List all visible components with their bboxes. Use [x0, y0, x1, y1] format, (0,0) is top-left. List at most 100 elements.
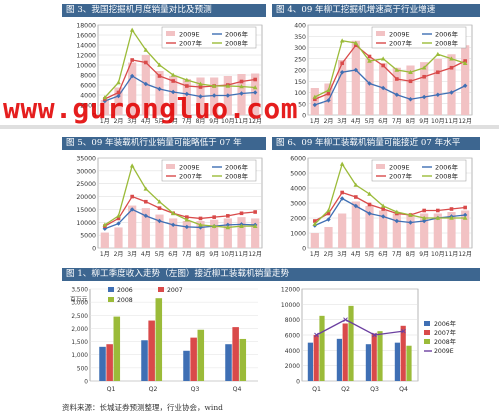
point — [339, 196, 345, 201]
bar-2006年 — [307, 342, 313, 381]
bar-2006 — [99, 346, 106, 381]
bar-2008 — [155, 298, 163, 381]
point — [239, 211, 244, 216]
legend-label: 2006年 — [225, 163, 249, 172]
bar-2006 — [141, 340, 148, 381]
point — [372, 332, 377, 338]
point — [421, 218, 427, 224]
legend-label: 2006 — [117, 287, 133, 294]
series-line-2008年 — [314, 40, 466, 98]
y-tick-label: 2000 — [285, 363, 300, 370]
bar-2007 — [190, 337, 197, 381]
bar-2007年 — [371, 333, 377, 381]
y-tick-label: 200 — [294, 68, 306, 75]
point — [462, 60, 468, 66]
bar-2009e — [114, 87, 123, 115]
legend-label: 2008 — [117, 297, 133, 304]
y-tick-label: 0 — [84, 380, 88, 386]
bar-2009e — [310, 233, 319, 248]
x-tick-label: 2月 — [114, 251, 124, 258]
point — [422, 74, 426, 79]
point — [116, 90, 121, 95]
bar-2009e — [406, 215, 415, 248]
point — [367, 191, 372, 196]
series-line-2008年 — [104, 28, 256, 98]
x-tick-label: Q3 — [370, 386, 379, 393]
point — [252, 90, 258, 95]
bar-2009e — [447, 54, 456, 115]
legend-swatch — [424, 321, 430, 326]
x-tick-label: 5月 — [365, 118, 375, 125]
point — [184, 224, 190, 230]
point — [435, 92, 441, 97]
y-tick-label: 2000 — [80, 103, 96, 110]
point — [380, 85, 386, 91]
x-tick-label: 8月 — [196, 118, 206, 125]
panel-title-fig6: 图 6、09 年柳工装载机销量可能接近 07 年水平 — [272, 137, 480, 150]
point — [157, 199, 162, 204]
source-note: 资料来源：长城证券预测整理，行业协会，wind — [62, 403, 223, 412]
y-tick-label: 500 — [77, 366, 88, 372]
point — [340, 190, 344, 195]
point — [185, 215, 189, 219]
point — [184, 91, 190, 97]
y-tick-label: 1,500 — [71, 340, 88, 346]
y-tick-label: 8000 — [80, 73, 96, 80]
point — [102, 95, 108, 100]
bar-2009e — [351, 40, 360, 115]
legend-swatch — [108, 287, 114, 292]
legend-label: 2009E — [179, 31, 200, 39]
point — [225, 225, 231, 230]
legend-label: 2008年 — [225, 39, 249, 48]
bar-2009e — [420, 213, 429, 248]
y-tick-label: 12000 — [281, 287, 300, 294]
series-line-2006年 — [314, 69, 466, 106]
point — [253, 77, 257, 82]
chart-fig1-left-svg: 0 500 1,000 1,500 2,000 2,500 3,000 3,500 百万元 Q1 Q… — [70, 287, 258, 393]
point — [198, 85, 203, 89]
point — [252, 223, 258, 228]
y-tick-label: 10000 — [281, 302, 300, 309]
point — [339, 38, 345, 43]
point — [339, 161, 345, 166]
point — [367, 54, 372, 59]
point — [171, 79, 175, 83]
point — [211, 83, 217, 88]
panel-title-fig1: 图 1、柳工季度收入走势（左图）接近柳工装载机销量走势 — [62, 268, 480, 281]
bar-2009e — [169, 76, 178, 115]
series-line-2007年 — [104, 195, 256, 227]
point — [102, 98, 108, 104]
bar-2009e — [210, 219, 219, 248]
legend-label: 2008年 — [435, 39, 459, 48]
point — [170, 222, 176, 228]
y-tick-label: 35000 — [76, 156, 96, 163]
y-tick-label: 2,500 — [71, 314, 88, 320]
y-tick-label: 150 — [294, 79, 306, 86]
x-tick-label: 9月 — [209, 251, 219, 258]
point — [326, 211, 331, 216]
x-tick-label: 7月 — [182, 251, 192, 258]
point — [198, 225, 203, 230]
y-axis-label: 百万元 — [70, 296, 88, 303]
bar-2009e — [223, 218, 232, 248]
point — [408, 220, 413, 225]
point — [353, 40, 359, 45]
y-tick-label: 2000 — [290, 216, 306, 223]
x-tick-label: 6月 — [168, 118, 178, 125]
point — [102, 222, 108, 227]
x-tick-label: 2月 — [114, 118, 124, 125]
point — [143, 47, 149, 52]
x-tick-label: 10月 — [221, 118, 235, 125]
bar-2008 — [113, 316, 121, 381]
legend-label: 2009E — [389, 164, 410, 172]
point — [462, 212, 468, 218]
y-tick-label: 6000 — [285, 333, 300, 340]
point — [184, 77, 190, 82]
point — [170, 72, 176, 77]
bar-2009e — [182, 79, 191, 115]
x-tick-label: Q2 — [341, 386, 350, 393]
x-tick-label: 1月 — [100, 251, 110, 258]
bar-2006年 — [365, 344, 371, 381]
point — [340, 61, 344, 66]
x-tick-label: 3月 — [127, 251, 137, 258]
